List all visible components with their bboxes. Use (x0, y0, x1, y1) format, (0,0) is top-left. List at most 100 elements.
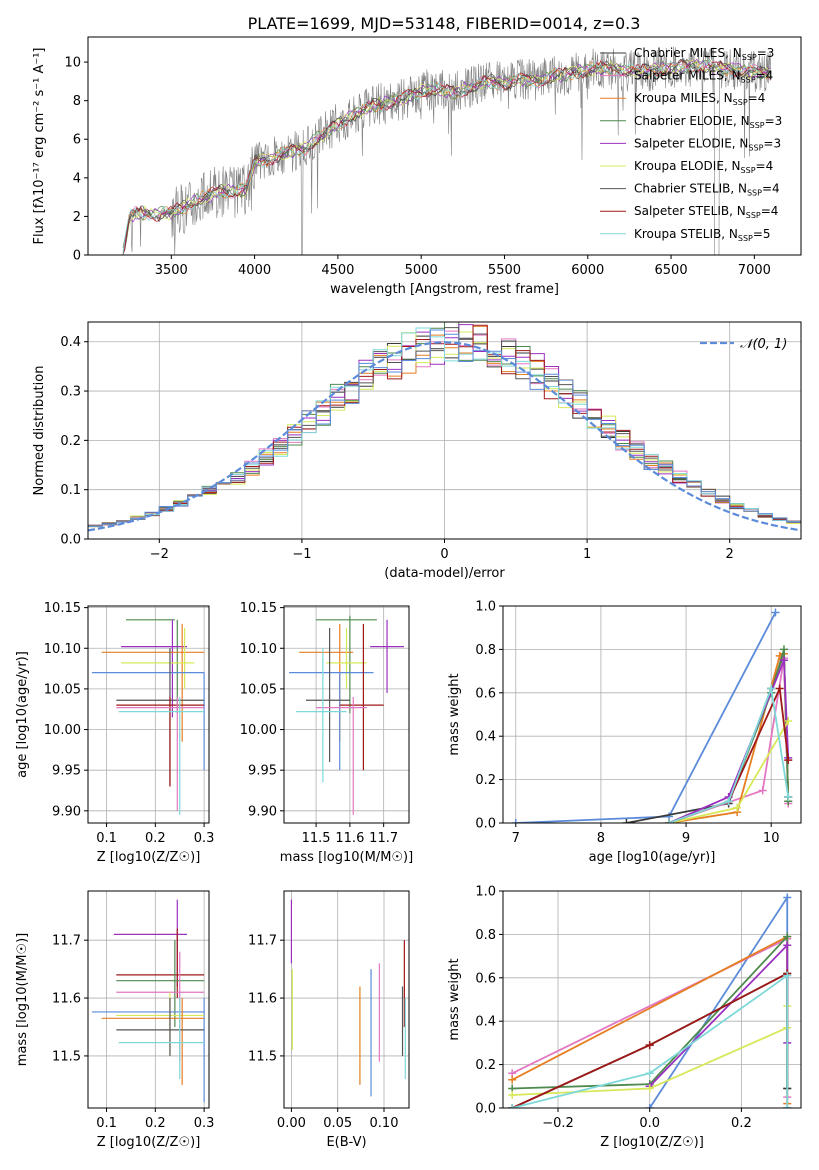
subplot-3: 11.5 11.6 11.7 9.90 9.95 10.00 10.05 10.10 10.15… (240, 601, 413, 865)
point-marker (784, 756, 793, 765)
x-tick-label: −2 (150, 547, 169, 562)
y-tick-label: 11.7 (52, 934, 81, 949)
mass-weight-line (649, 943, 789, 1087)
legend-label: Chabrier STELIB, NSSP=4 (634, 182, 780, 198)
point-marker (767, 684, 776, 693)
point-marker (645, 1069, 654, 1078)
point-marker (645, 1084, 654, 1093)
point-marker (783, 932, 792, 941)
y-tick-label: 0.0 (475, 817, 496, 832)
y-tick-label: 0.2 (60, 434, 81, 449)
legend-label: Kroupa STELIB, NSSP=5 (634, 227, 771, 243)
point-marker (783, 971, 792, 980)
y-axis-label: mass weight (447, 958, 462, 1040)
point-marker (779, 656, 788, 665)
y-tick-label: 9.95 (52, 764, 81, 779)
legend-label: Salpeter ELODIE, NSSP=3 (634, 136, 781, 152)
point-marker (784, 717, 793, 726)
legend-label: Kroupa ELODIE, NSSP=4 (634, 159, 773, 175)
point-marker (645, 1041, 654, 1050)
x-tick-label: 1 (583, 547, 591, 562)
axes-frame (283, 890, 410, 1109)
x-tick-label: −1 (292, 547, 311, 562)
x-tick-label: 2 (726, 547, 734, 562)
y-tick-label: 0.4 (60, 335, 81, 350)
x-tick-label: 7 (512, 831, 520, 846)
mass-weight-line (515, 612, 777, 823)
y-tick-label: 10.05 (240, 682, 277, 697)
point-marker (779, 645, 788, 654)
axes-frame (87, 890, 210, 1109)
mass-weight-line (626, 653, 790, 823)
point-marker (733, 803, 742, 812)
y-tick-label: 1.0 (475, 885, 496, 900)
point-marker (508, 1104, 517, 1108)
mass-weight-line (668, 684, 790, 823)
y-tick-label: 9.90 (248, 804, 277, 819)
x-tick-label: 5500 (488, 263, 521, 278)
y-tick-label: 10.00 (44, 723, 81, 738)
y-tick-label: 9.90 (52, 804, 81, 819)
subplot-1: −2 −1 0 1 2 0.0 0.1 0.2 0.3 0.4 (data-model)/error… (32, 321, 802, 581)
y-tick-label: 0.0 (475, 1102, 496, 1117)
y-tick-label: 10.00 (240, 723, 277, 738)
x-tick-label: −0.2 (542, 1116, 574, 1131)
x-tick-label: 11.5 (302, 831, 331, 846)
x-tick-label: 0.3 (194, 1116, 215, 1131)
y-tick-label: 10.15 (44, 601, 81, 616)
y-tick-label: 0.0 (60, 533, 81, 548)
point-marker (758, 786, 767, 795)
x-axis-label: Z [log10(Z/Z☉)] (97, 1135, 201, 1150)
plot-area (122, 46, 771, 255)
x-tick-label: 9 (682, 831, 690, 846)
point-marker (771, 608, 780, 617)
x-axis-label: E(B-V) (326, 1135, 366, 1150)
subplot-6: 0.00 0.05 0.10 11.5 11.6 11.7 E(B-V) (248, 890, 410, 1150)
point-marker (783, 1104, 792, 1108)
point-marker (724, 797, 733, 806)
y-tick-label: 10.05 (44, 682, 81, 697)
histogram-step (88, 329, 801, 529)
x-tick-label: 5000 (405, 263, 438, 278)
plot-area (88, 322, 801, 532)
y-tick-label: 9.95 (248, 764, 277, 779)
legend-label: Chabrier MILES, NSSP=3 (634, 46, 774, 62)
plot-area (508, 893, 792, 1108)
point-marker (784, 792, 793, 801)
y-axis-label: mass weight (447, 673, 462, 755)
figure-title: PLATE=1699, MJD=53148, FIBERID=0014, z=0… (248, 14, 641, 33)
legend-label: Salpeter STELIB, NSSP=4 (634, 204, 778, 220)
model-line (122, 59, 771, 248)
plot-area (91, 899, 205, 1103)
subplot-2: 0.1 0.2 0.3 9.90 9.95 10.00 10.05 10.10 10.15 Z [… (15, 601, 214, 865)
x-axis-label: mass [log10(M/M☉)] (280, 850, 413, 865)
x-axis-label: wavelength [Angstrom, rest frame] (330, 282, 559, 297)
x-tick-label: 0.2 (731, 1116, 752, 1131)
x-tick-label: 0.3 (194, 831, 215, 846)
y-tick-label: 0.8 (475, 928, 496, 943)
x-tick-label: 10 (763, 831, 780, 846)
y-axis-label: mass [log10(M/M☉)] (15, 933, 30, 1066)
mass-weight-line (648, 894, 789, 1108)
axes-frame (283, 605, 410, 824)
x-tick-label: 4500 (321, 263, 354, 278)
model-line (122, 58, 771, 255)
plot-area (511, 608, 793, 823)
y-tick-label: 1.0 (475, 600, 496, 615)
y-tick-label: 11.6 (52, 992, 81, 1007)
y-tick-label: 0.4 (475, 730, 496, 745)
x-tick-label: 11.6 (335, 831, 364, 846)
legend-label: Kroupa MILES, NSSP=4 (634, 91, 765, 107)
x-tick-label: 6000 (571, 263, 604, 278)
y-tick-label: 0.2 (475, 1058, 496, 1073)
y-tick-label: 11.7 (248, 934, 277, 949)
y-tick-label: 0.6 (475, 686, 496, 701)
x-tick-label: 0.1 (96, 1116, 117, 1131)
y-axis-label: Flux [fλ10⁻¹⁷ erg cm⁻² s⁻¹ A⁻¹] (32, 48, 47, 245)
axes-frame (502, 890, 802, 1109)
legend-label: Salpeter MILES, NSSP=4 (634, 69, 773, 85)
point-marker (783, 941, 792, 950)
model-line (122, 58, 771, 252)
point-marker (508, 1090, 517, 1099)
